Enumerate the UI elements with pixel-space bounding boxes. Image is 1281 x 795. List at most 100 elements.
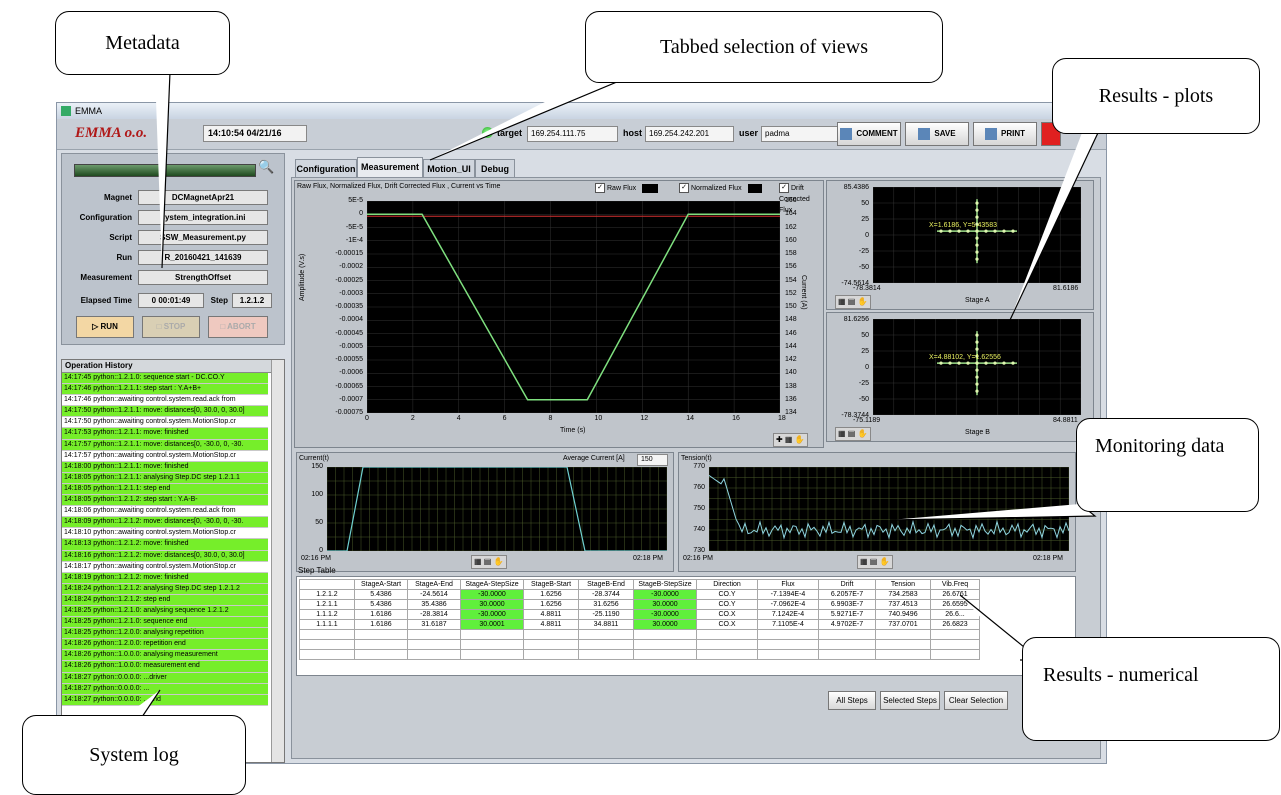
y-tick-label: -0.00015 [335, 250, 363, 257]
log-row: 14:17:57 python::awaiting control.system… [62, 450, 268, 462]
clear-selection-button[interactable]: Clear Selection [944, 691, 1008, 710]
y-tick-label: 5E-5 [348, 197, 363, 204]
metadata-key: Configuration [79, 213, 132, 222]
step-label: Step [210, 296, 228, 305]
save-button[interactable]: SAVE [905, 122, 969, 146]
callout-syslog: System log [22, 715, 246, 795]
stage-a-tools[interactable]: ▦ ▤ ✋ [835, 295, 871, 309]
all-steps-button[interactable]: All Steps [828, 691, 876, 710]
tension-tools[interactable]: ▦ ▤ ✋ [857, 555, 893, 569]
scatter-point [984, 361, 988, 365]
scatter-point [948, 229, 952, 233]
current-tools[interactable]: ▦ ▤ ✋ [471, 555, 507, 569]
table-row[interactable]: 1.2.1.1 5.4386 35.4386 30.0000 1.6256 31.6256… [299, 599, 980, 610]
y-tick-label: -1E-4 [345, 236, 363, 244]
host-label: host [623, 128, 642, 138]
legend-drift-corrected-flux[interactable]: ✓ Drift Corrected Flux [779, 183, 810, 214]
table-row[interactable]: 1.1.1.2 1.6186 -28.3814 -30.0000 4.8811 -25.1… [299, 609, 980, 620]
x-tick-label: 18 [778, 415, 786, 422]
log-row: 14:18:25 python::1.2.1.0: analysing sequ… [62, 605, 268, 618]
scatter-point [975, 236, 979, 240]
print-button[interactable]: PRINT [973, 122, 1037, 146]
x-tick-label: 4 [456, 415, 461, 422]
stage-a-graph: X=1.6186, Y=5.43583 85.4386 50 25 0 -25 -50 -7… [826, 180, 1094, 310]
average-current-value: 150 [637, 454, 668, 466]
y2-tick-label: 164 [785, 210, 797, 218]
scatter-point [939, 229, 943, 233]
table-row[interactable]: 1.1.1.1 1.6186 31.6187 30.0001 4.8811 34.8811… [299, 619, 980, 630]
log-row: 14:18:05 python::1.2.1.1: analysing Step… [62, 472, 268, 484]
x-tick-label: 14 [686, 415, 695, 422]
y-tick-label: 0 [865, 364, 869, 371]
flux-plot-area [366, 200, 781, 414]
log-row: 14:18:17 python::awaiting control.system… [62, 561, 268, 573]
y2-tick-label: 166 [785, 197, 797, 204]
log-row: 14:18:05 python::1.2.1.2: step start : Y… [62, 495, 268, 507]
scatter-point [975, 229, 979, 233]
y-tick-label: -0.00045 [335, 329, 363, 337]
abort-button[interactable]: □ ABORT [208, 316, 268, 338]
table-row-empty[interactable] [299, 649, 980, 660]
metadata-row: Measurement StrengthOffset [66, 270, 280, 285]
scatter-point [957, 229, 961, 233]
save-icon [918, 127, 931, 140]
run-button[interactable]: ▷ RUN [76, 316, 134, 338]
scatter-point [975, 257, 979, 261]
operation-history-log[interactable]: Operation History 14:17:45 python::1.2.1… [61, 359, 285, 763]
y-tick-label: 50 [315, 519, 323, 526]
target-field[interactable]: 169.254.111.75 [527, 126, 618, 142]
legend-normalized-flux[interactable]: ✓ Normalized Flux [679, 183, 762, 194]
average-current-label: Average Current [A] [563, 455, 625, 462]
y-tick-label: 0 [319, 547, 323, 554]
selected-steps-button[interactable]: Selected Steps [880, 691, 940, 710]
tension-plot [708, 466, 1070, 552]
top-toolbar: EMMA o.o. 14:10:54 04/21/16 target 169.2… [57, 119, 1106, 150]
flux-graph-tools[interactable]: ✚ ▦ ✋ [773, 433, 808, 447]
table-row[interactable]: 1.2.1.2 5.4386 -24.5614 -30.0000 1.6256 -28.3… [299, 589, 980, 600]
log-row: 14:17:45 python::1.2.1.0: sequence start… [62, 373, 268, 385]
callout-numerical: Results - numerical [1022, 637, 1280, 741]
tab-measurement[interactable]: Measurement [357, 157, 423, 178]
log-row: 14:18:26 python::1.2.0.0: repetition end [62, 639, 268, 651]
tab-configuration[interactable]: Configuration [295, 159, 357, 178]
stop-button[interactable]: □ STOP [142, 316, 200, 338]
step-table[interactable]: StageA-Start StageA-End StageA-StepSize Sta… [296, 576, 1076, 676]
scatter-point [975, 222, 979, 226]
y2-tick-label: 158 [785, 250, 797, 257]
user-label: user [739, 128, 759, 138]
measurement-panel: Raw Flux, Normalized Flux, Drift Correct… [291, 177, 1101, 759]
step-value: 1.2.1.2 [232, 293, 272, 308]
log-row: 14:17:53 python::1.2.1.1: move: finished [62, 428, 268, 440]
y-tick-label: 740 [693, 526, 705, 533]
table-row-empty[interactable] [299, 629, 980, 640]
y2-tick-label: 140 [785, 369, 797, 377]
y-tick-label: 81.6256 [843, 316, 869, 323]
scatter-point [966, 361, 970, 365]
tension-trace [708, 474, 1070, 540]
y2-tick-label: 156 [785, 263, 797, 271]
y2-tick-label: 160 [785, 236, 797, 244]
comment-button[interactable]: COMMENT [837, 122, 901, 146]
scatter-point [975, 361, 979, 365]
scatter-point [975, 340, 979, 344]
stage-b-tools[interactable]: ▦ ▤ ✋ [835, 427, 871, 441]
tension-svg [708, 466, 1070, 552]
y-tick-label: 50 [861, 332, 869, 339]
tab-debug[interactable]: Debug [475, 159, 515, 178]
emma-window: EMMA EMMA o.o. 14:10:54 04/21/16 target … [56, 102, 1107, 764]
x-tick-label: -78.3814 [853, 285, 881, 292]
log-scrollbar[interactable] [271, 360, 284, 762]
scatter-point [939, 361, 943, 365]
y-tick-label: 730 [693, 547, 705, 554]
brand-logo: EMMA o.o. [75, 125, 148, 141]
current-graph-title: Current(t) [299, 455, 329, 462]
magnifier-icon[interactable]: 🔍 [258, 159, 275, 174]
legend-raw-flux[interactable]: ✓ Raw Flux [595, 183, 659, 194]
y2-tick-label: 148 [785, 316, 797, 324]
tab-motion-ui[interactable]: Motion_UI [423, 159, 475, 178]
step-table-title: Step Table [298, 566, 336, 575]
title-bar: EMMA [57, 103, 1106, 119]
host-field[interactable]: 169.254.242.201 [645, 126, 734, 142]
scatter-point [993, 229, 997, 233]
metadata-row: Run R_20160421_141639 [66, 250, 280, 265]
